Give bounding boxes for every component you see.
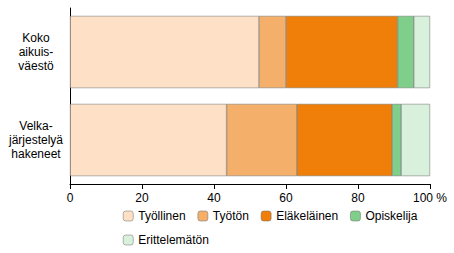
svg-text:40: 40 — [207, 191, 221, 205]
svg-text:20: 20 — [135, 191, 149, 205]
svg-text:aikuis-: aikuis- — [19, 45, 54, 59]
svg-text:väestö: väestö — [18, 59, 54, 73]
svg-text:Velka-: Velka- — [19, 119, 52, 133]
svg-text:80: 80 — [351, 191, 365, 205]
svg-text:Työllinen: Työllinen — [138, 209, 185, 223]
svg-text:60: 60 — [279, 191, 293, 205]
svg-text:Eläkeläinen: Eläkeläinen — [276, 209, 338, 223]
svg-text:0: 0 — [67, 191, 74, 205]
svg-text:100 %: 100 % — [413, 191, 447, 205]
svg-text:hakeneet: hakeneet — [11, 147, 61, 161]
svg-text:Koko: Koko — [22, 31, 50, 45]
svg-text:Työtön: Työtön — [213, 209, 249, 223]
svg-text:Erittelemätön: Erittelemätön — [138, 233, 209, 247]
svg-text:Opiskelija: Opiskelija — [365, 209, 417, 223]
svg-text:järjestelyä: järjestelyä — [8, 133, 63, 147]
